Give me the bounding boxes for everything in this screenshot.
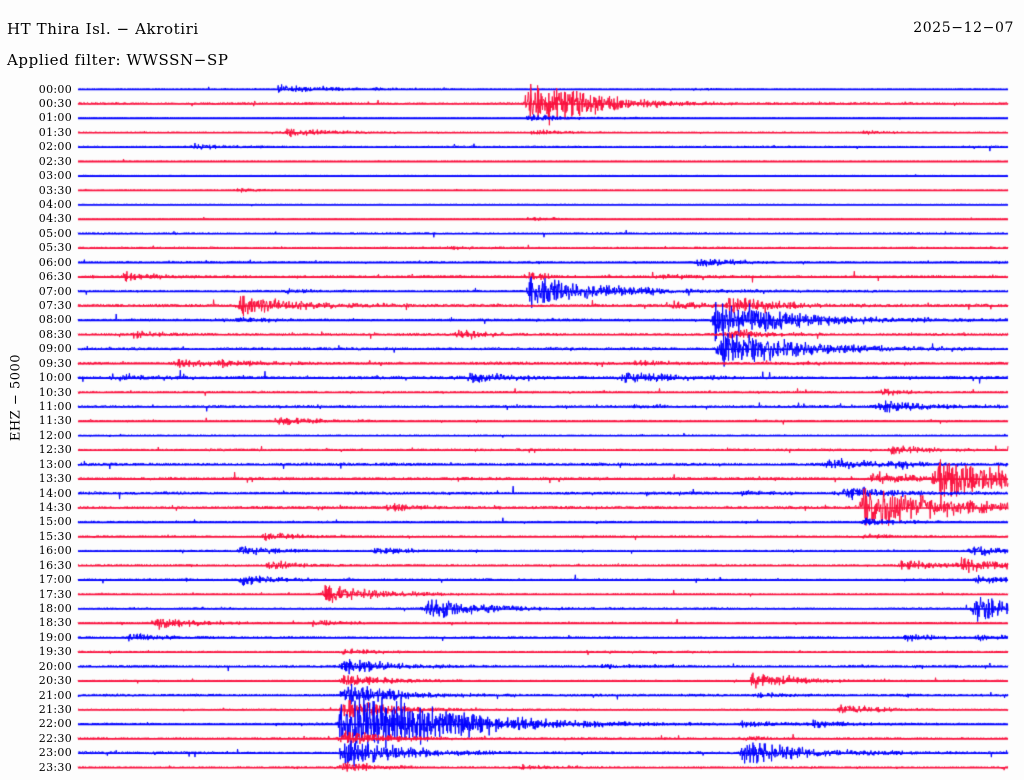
time-tick-label: 15:30 xyxy=(38,529,72,543)
time-tick-label: 21:00 xyxy=(38,688,72,702)
time-tick-label: 09:30 xyxy=(38,356,72,370)
time-tick-label: 03:30 xyxy=(38,183,72,197)
time-tick-label: 14:00 xyxy=(38,486,72,500)
time-tick-label: 08:00 xyxy=(38,313,72,327)
time-tick-label: 04:30 xyxy=(38,212,72,226)
time-tick-label: 22:00 xyxy=(38,717,72,731)
time-tick-label: 04:00 xyxy=(38,197,72,211)
time-tick-label: 20:00 xyxy=(38,659,72,673)
time-tick-label: 11:30 xyxy=(38,414,72,428)
time-tick-label: 06:00 xyxy=(38,255,72,269)
time-tick-label: 13:00 xyxy=(38,457,72,471)
time-tick-label: 00:00 xyxy=(38,82,72,96)
time-tick-label: 02:30 xyxy=(38,154,72,168)
time-tick-label: 03:00 xyxy=(38,169,72,183)
time-tick-label: 18:30 xyxy=(38,616,72,630)
time-tick-label: 05:30 xyxy=(38,241,72,255)
time-tick-label: 23:00 xyxy=(38,746,72,760)
time-tick-label: 02:00 xyxy=(38,140,72,154)
time-tick-label: 13:30 xyxy=(38,472,72,486)
time-tick-label: 19:00 xyxy=(38,630,72,644)
time-tick-label: 21:30 xyxy=(38,702,72,716)
time-tick-label: 17:30 xyxy=(38,587,72,601)
time-tick-label: 19:30 xyxy=(38,645,72,659)
time-tick-label: 20:30 xyxy=(38,674,72,688)
time-tick-label: 18:00 xyxy=(38,601,72,615)
time-tick-label: 08:30 xyxy=(38,327,72,341)
time-tick-label: 09:00 xyxy=(38,342,72,356)
time-tick-label: 12:00 xyxy=(38,428,72,442)
time-tick-label: 07:00 xyxy=(38,284,72,298)
time-tick-label: 17:00 xyxy=(38,573,72,587)
time-tick-label: 10:30 xyxy=(38,385,72,399)
time-axis: 00:00 00:30 01:00 01:30 02:00 02:30 03:00 03:30… xyxy=(12,0,72,780)
time-tick-label: 01:30 xyxy=(38,125,72,139)
time-tick-label: 22:30 xyxy=(38,731,72,745)
time-tick-label: 14:30 xyxy=(38,500,72,514)
time-tick-label: 23:30 xyxy=(38,760,72,774)
time-tick-label: 16:30 xyxy=(38,558,72,572)
time-tick-label: 06:30 xyxy=(38,270,72,284)
time-tick-label: 07:30 xyxy=(38,298,72,312)
time-tick-label: 15:00 xyxy=(38,515,72,529)
time-tick-label: 05:00 xyxy=(38,226,72,240)
time-tick-label: 12:30 xyxy=(38,443,72,457)
time-tick-label: 00:30 xyxy=(38,96,72,110)
time-tick-label: 16:00 xyxy=(38,544,72,558)
time-tick-label: 11:00 xyxy=(38,399,72,413)
time-tick-label: 10:00 xyxy=(38,371,72,385)
time-tick-label: 01:00 xyxy=(38,111,72,125)
